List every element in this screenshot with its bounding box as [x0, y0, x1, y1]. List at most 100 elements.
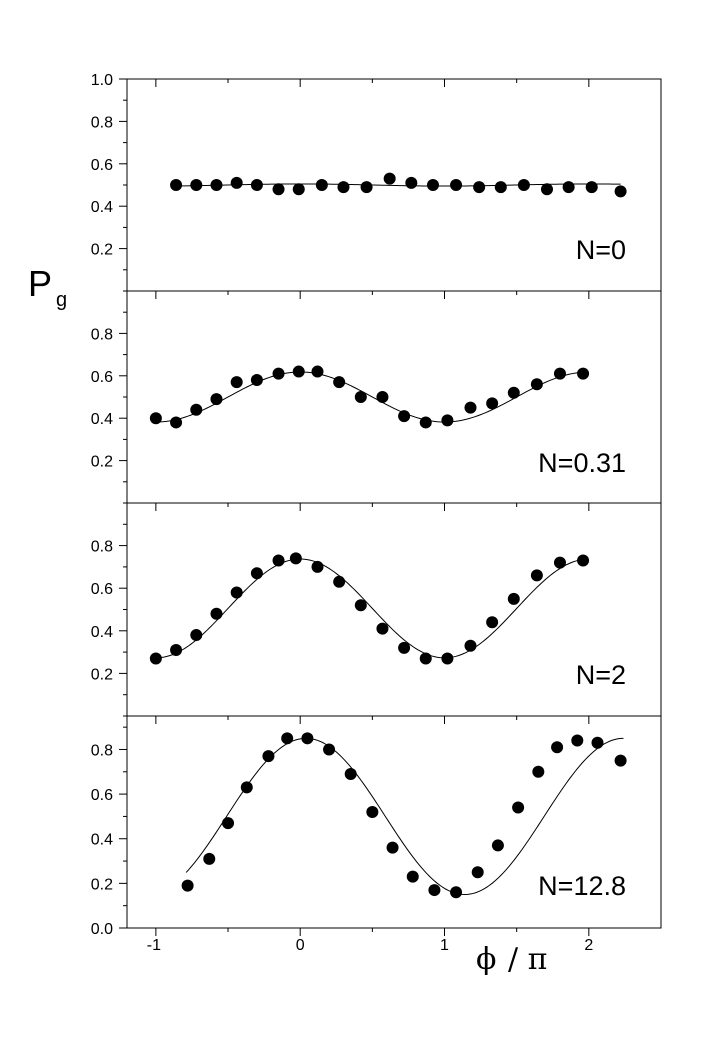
y-tick-label: 0.6: [91, 787, 113, 804]
data-point: [491, 839, 504, 852]
data-point: [517, 179, 530, 191]
data-point: [471, 866, 484, 879]
y-tick-label: 0.4: [91, 832, 113, 849]
panel-1: 0.2 0.4 0.6 0.8 1.0 N=0: [91, 72, 662, 292]
y-tick-label: 0.2: [91, 876, 113, 893]
data-point: [344, 768, 357, 781]
y-tick-label: 0.2: [91, 242, 113, 259]
data-point: [281, 732, 294, 745]
y-tick-label: 1.0: [91, 72, 113, 89]
y-tick-label: 0.4: [91, 199, 113, 216]
panel-label: N=0: [576, 235, 626, 265]
data-point: [333, 575, 346, 588]
data-point: [292, 183, 305, 196]
panel-2: 0.2 0.4 0.6 0.8 N=0.31: [91, 290, 662, 504]
data-point: [311, 365, 324, 378]
data-point: [149, 412, 162, 425]
data-point: [530, 378, 543, 391]
data-point: [354, 391, 367, 403]
data-point: [240, 781, 253, 794]
data-point: [419, 416, 432, 429]
data-point: [376, 391, 389, 403]
data-point: [507, 592, 520, 605]
data-point: [486, 397, 499, 410]
data-point: [591, 736, 604, 749]
y-tick-label: 0.8: [91, 539, 113, 556]
data-point: [614, 754, 627, 767]
data-point: [181, 879, 194, 892]
data-point: [585, 181, 598, 194]
data-point: [190, 179, 203, 191]
data-point: [210, 179, 223, 191]
data-point: [464, 401, 477, 414]
data-point: [170, 179, 183, 191]
y-tick-label: 0.8: [91, 742, 113, 759]
data-point: [441, 652, 454, 665]
data-point: [230, 176, 243, 189]
data-point: [540, 183, 553, 196]
data-point: [366, 805, 379, 818]
y-tick-label: 0.8: [91, 326, 113, 343]
data-point: [376, 622, 389, 635]
fit-curve: [185, 737, 624, 896]
y-axis-label-main: P: [28, 263, 52, 304]
data-point: [450, 179, 463, 191]
data-point: [222, 817, 235, 830]
data-point: [532, 765, 545, 778]
y-tick-label: 0.4: [91, 411, 113, 428]
data-point: [406, 870, 419, 883]
data-point: [337, 181, 350, 194]
y-tick-label: 0.4: [91, 624, 113, 641]
data-point: [464, 639, 477, 652]
data-point: [210, 607, 223, 620]
y-tick-label: 0.6: [91, 581, 113, 598]
data-point: [551, 741, 564, 754]
x-axis-label-pi: π: [528, 942, 548, 977]
data-point: [398, 410, 411, 423]
data-point: [190, 629, 203, 642]
x-tick-label: -1: [147, 937, 161, 954]
panel-label: N=12.8: [538, 871, 626, 901]
data-point: [230, 586, 243, 599]
data-point: [507, 386, 520, 399]
data-point: [262, 750, 275, 763]
data-point: [428, 884, 441, 897]
data-point: [614, 185, 627, 198]
data-point: [553, 556, 566, 569]
data-point: [210, 393, 223, 406]
x-axis-label-phi: ϕ: [476, 942, 496, 977]
data-point: [553, 367, 566, 380]
panel-3: 0.2 0.4 0.6 0.8 N=2: [91, 502, 662, 717]
data-point: [360, 181, 373, 194]
panel-label: N=0.31: [538, 448, 626, 478]
data-point: [190, 403, 203, 416]
data-point: [398, 641, 411, 654]
x-tick-label: 2: [584, 937, 593, 954]
data-point: [419, 652, 432, 665]
y-tick-label: 0.2: [91, 666, 113, 683]
panels-group: 0.2 0.4 0.6 0.8 1.0 N=0 0.2 0.4 0.6 0.8 N=0.31 0.2 0…: [91, 72, 662, 954]
data-point: [170, 643, 183, 656]
data-point: [311, 560, 324, 573]
data-point: [450, 886, 463, 899]
data-point: [473, 181, 486, 194]
data-point: [530, 569, 543, 582]
data-point: [354, 599, 367, 612]
data-point: [577, 554, 590, 567]
y-axis-label-subscript: g: [56, 289, 67, 311]
y-tick-label: 0.6: [91, 369, 113, 386]
x-tick-labels: -1 0 1 2: [147, 937, 594, 954]
data-point: [426, 179, 439, 191]
data-point: [512, 801, 525, 814]
x-axis-label-slash: /: [508, 942, 519, 977]
data-point: [272, 554, 285, 567]
panel-frame: [126, 715, 662, 929]
x-tick-label: 0: [296, 937, 305, 954]
x-tick-label: 1: [440, 937, 449, 954]
data-point: [250, 374, 263, 387]
data-point: [571, 734, 584, 747]
data-point: [272, 183, 285, 196]
panel-4: 0.0 0.2 0.4 0.6 0.8 N=12.8: [91, 715, 662, 938]
data-point: [170, 416, 183, 429]
data-point: [494, 181, 507, 194]
